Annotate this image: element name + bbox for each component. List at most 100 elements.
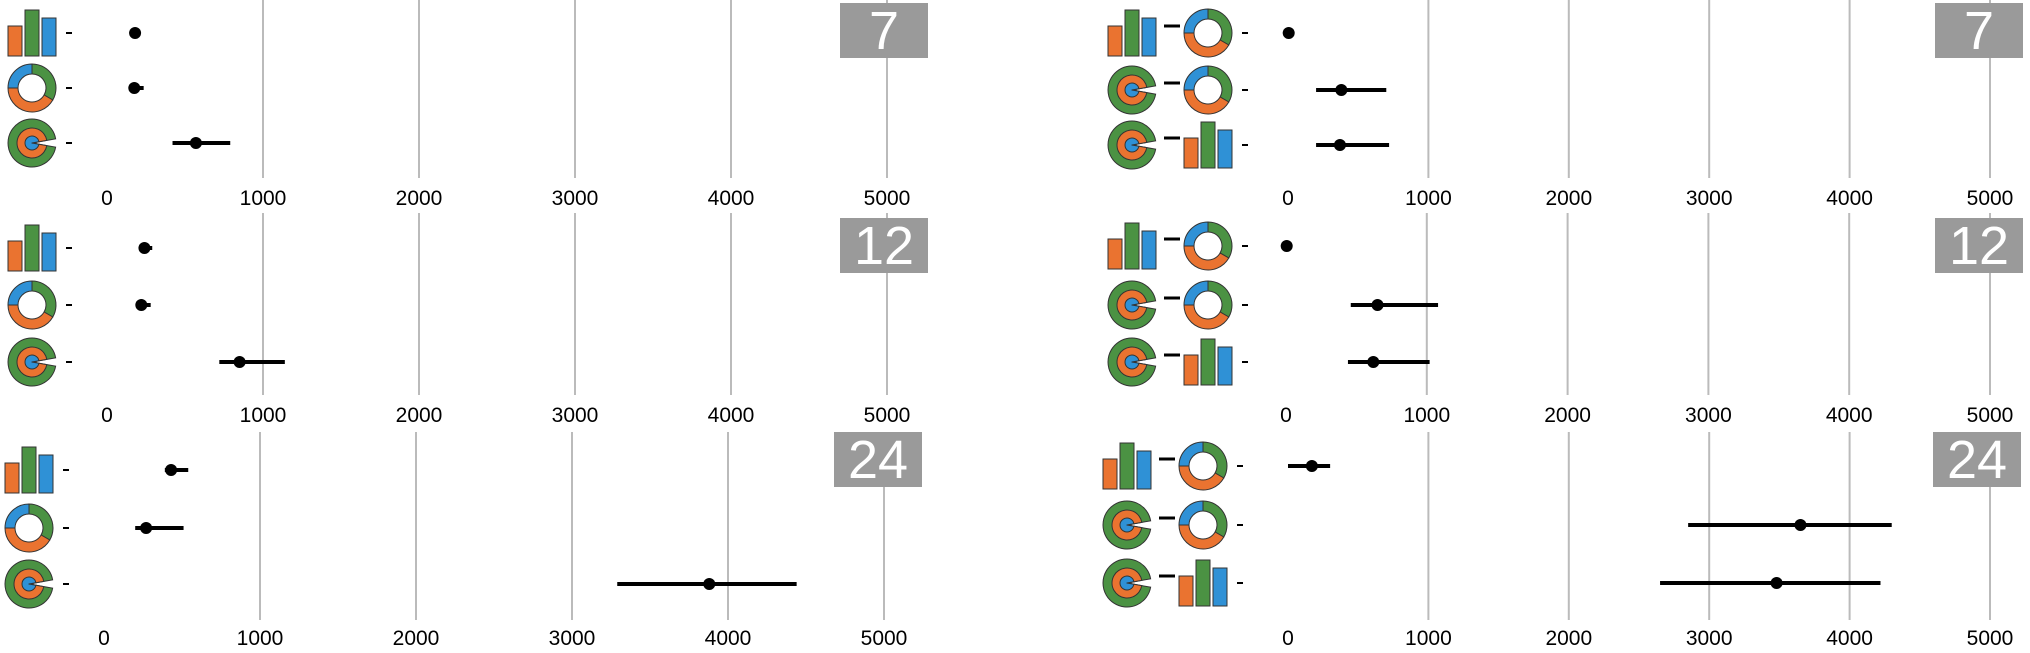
badge-label: 12 <box>1949 216 2009 276</box>
panel-left-bottom: 0 1000 2000 3000 4000 5000 24 <box>4 430 922 650</box>
x-tick-label: 4000 <box>705 627 752 650</box>
pie-chart-icon <box>1102 500 1152 550</box>
mean-point <box>165 464 178 476</box>
x-tick-label: 1000 <box>240 187 287 210</box>
row-3 <box>1107 120 1390 170</box>
x-tick-label: 4000 <box>1826 187 1873 210</box>
badge-box <box>1933 432 2021 487</box>
badge-label: 24 <box>1947 430 2007 490</box>
mean-point <box>1333 139 1346 151</box>
mean-point <box>140 522 153 534</box>
row-1 <box>7 224 153 272</box>
mean-point <box>1335 84 1348 96</box>
x-tick-label: 2000 <box>396 187 443 210</box>
mean-point <box>1770 577 1783 589</box>
row-3 <box>4 559 797 609</box>
pie-chart-icon <box>1107 65 1157 115</box>
x-tick-label: 3000 <box>1686 627 1733 650</box>
bar-chart-icon <box>4 446 54 494</box>
badge-box <box>1935 218 2023 273</box>
x-tick-label: 2000 <box>1544 404 1591 427</box>
x-tick-label: 0 <box>101 187 113 210</box>
x-tick-label: 2000 <box>393 627 440 650</box>
row-3 <box>7 118 231 168</box>
row-2 <box>1107 280 1439 330</box>
x-tick-label: 5000 <box>864 404 911 427</box>
x-tick-label: 1000 <box>237 627 284 650</box>
donut-chart-icon <box>7 280 57 330</box>
pie-chart-icon <box>1102 558 1152 608</box>
mean-point <box>138 242 151 254</box>
row-1 <box>4 446 189 494</box>
row-3 <box>1102 558 1881 608</box>
mean-point <box>129 27 142 39</box>
pie-chart-icon <box>1107 120 1157 170</box>
donut-chart-icon <box>1183 221 1233 271</box>
donut-chart-icon <box>7 63 57 113</box>
x-tick-label: 5000 <box>1967 404 2014 427</box>
bar-chart-icon <box>1107 9 1157 57</box>
x-tick-label: 0 <box>1282 627 1294 650</box>
mean-point <box>135 299 148 311</box>
mean-point <box>189 137 202 149</box>
x-tick-label: 2000 <box>1545 187 1592 210</box>
x-tick-label: 1000 <box>240 404 287 427</box>
donut-chart-icon <box>1183 65 1233 115</box>
x-tick-label: 4000 <box>708 404 755 427</box>
badge-box <box>834 432 922 487</box>
mean-point <box>1282 27 1295 39</box>
x-tick-label: 1000 <box>1405 187 1452 210</box>
badge-label: 7 <box>1964 1 1994 61</box>
row-2 <box>7 63 144 113</box>
badge-label: 24 <box>848 430 908 490</box>
pie-chart-icon <box>7 118 57 168</box>
bar-chart-icon <box>1183 338 1233 386</box>
row-1 <box>1107 8 1295 58</box>
x-tick-label: 5000 <box>1967 627 2014 650</box>
x-tick-label: 5000 <box>864 187 911 210</box>
donut-chart-icon <box>4 503 54 553</box>
pie-chart-icon <box>1107 280 1157 330</box>
bar-chart-icon <box>1183 121 1233 169</box>
pie-chart-icon <box>7 337 57 387</box>
mean-point <box>1367 356 1380 368</box>
row-2 <box>1102 500 1892 550</box>
x-tick-label: 3000 <box>552 187 599 210</box>
mean-point <box>703 578 716 590</box>
x-tick-label: 5000 <box>1967 187 2014 210</box>
x-tick-label: 5000 <box>861 627 908 650</box>
row-2 <box>4 503 184 553</box>
bar-chart-icon <box>1178 559 1228 607</box>
x-tick-label: 0 <box>1280 404 1292 427</box>
mean-point <box>1794 519 1807 531</box>
panel-left-middle: 0 1000 2000 3000 4000 5000 12 <box>7 213 928 427</box>
pie-chart-icon <box>4 559 54 609</box>
panel-right-middle: 0 1000 2000 3000 4000 5000 12 <box>1107 213 2023 427</box>
donut-chart-icon <box>1183 280 1233 330</box>
x-tick-label: 3000 <box>1686 187 1733 210</box>
pie-chart-icon <box>1107 337 1157 387</box>
donut-chart-icon <box>1178 500 1228 550</box>
row-3 <box>7 337 285 387</box>
mean-point <box>128 82 141 94</box>
x-tick-label: 3000 <box>552 404 599 427</box>
badge-box <box>840 218 928 273</box>
donut-chart-icon <box>1183 8 1233 58</box>
panel-left-top: 0 1000 2000 3000 4000 5000 7 <box>7 0 928 210</box>
mean-point <box>233 356 246 368</box>
mean-point <box>1280 240 1293 252</box>
x-tick-label: 2000 <box>1545 627 1592 650</box>
badge-label: 12 <box>854 216 914 276</box>
x-tick-label: 3000 <box>549 627 596 650</box>
x-tick-label: 4000 <box>1826 627 1873 650</box>
bar-chart-icon <box>1102 442 1152 490</box>
badge-box <box>1935 3 2023 58</box>
badge-label: 7 <box>869 1 899 61</box>
bar-chart-icon <box>1107 222 1157 270</box>
mean-point <box>1305 460 1318 472</box>
mean-point <box>1371 299 1384 311</box>
x-tick-label: 2000 <box>396 404 443 427</box>
row-1 <box>1107 221 1293 271</box>
badge-box <box>840 3 928 58</box>
